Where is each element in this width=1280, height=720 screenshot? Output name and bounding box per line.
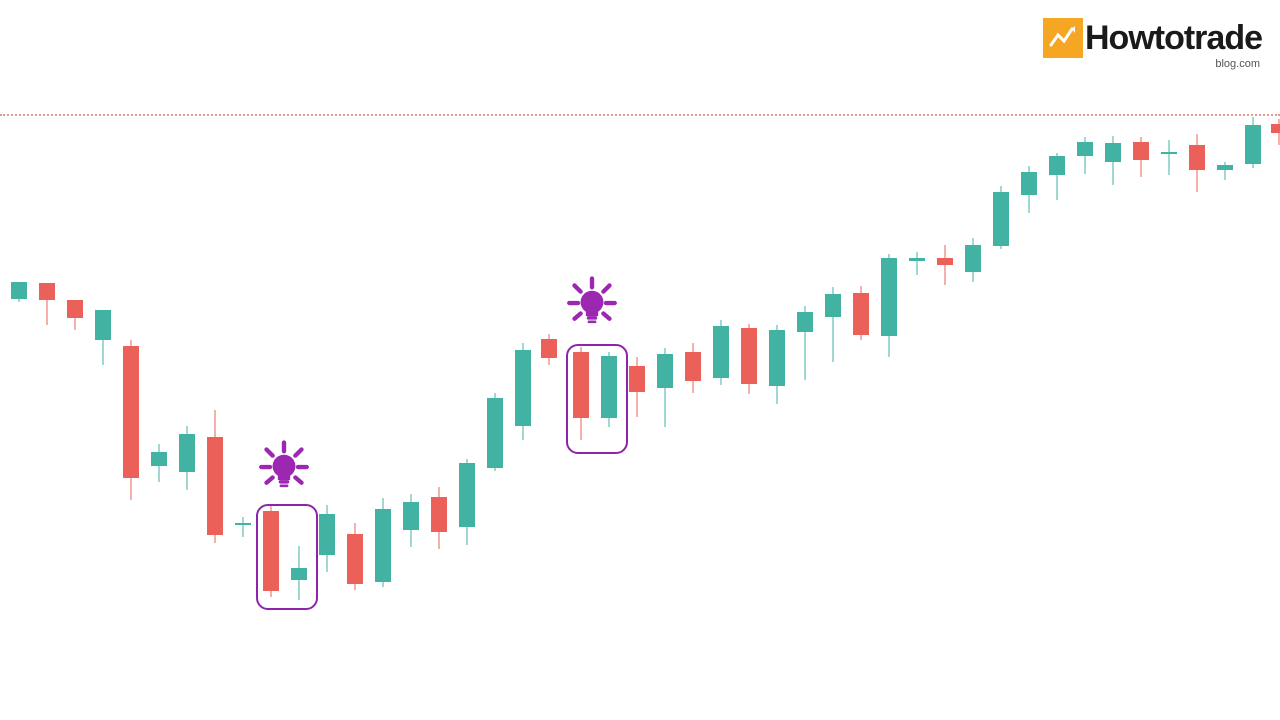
candle [684, 0, 702, 720]
candle-wick [917, 252, 918, 275]
candle [1048, 0, 1066, 720]
candle [38, 0, 56, 720]
candle-body [515, 350, 531, 426]
candle-body [487, 398, 503, 468]
candle-body [67, 300, 83, 318]
candle-body [1217, 165, 1233, 170]
candle [712, 0, 730, 720]
candle-body [235, 523, 251, 525]
candle-body [993, 192, 1009, 246]
candle [768, 0, 786, 720]
candle [852, 0, 870, 720]
candle-body [207, 437, 223, 535]
candle-body [541, 339, 557, 358]
candle [880, 0, 898, 720]
candle-body [909, 258, 925, 261]
candle [1160, 0, 1178, 720]
candle-body [1245, 125, 1261, 164]
candle [1132, 0, 1150, 720]
candle-body [713, 326, 729, 378]
candle-body [11, 282, 27, 299]
candle [234, 0, 252, 720]
candle-body [1077, 142, 1093, 156]
candle [514, 0, 532, 720]
candle-wick [243, 517, 244, 537]
candle [628, 0, 646, 720]
candle-body [39, 283, 55, 300]
lightbulb-icon [564, 275, 620, 331]
candle [374, 0, 392, 720]
candle [824, 0, 842, 720]
candle [122, 0, 140, 720]
candle-wick [1169, 140, 1170, 175]
candle-wick [945, 245, 946, 285]
candle-body [403, 502, 419, 530]
candle-body [1021, 172, 1037, 195]
candle [656, 0, 674, 720]
candle [1270, 0, 1280, 720]
candle-body [375, 509, 391, 582]
candle-body [151, 452, 167, 466]
candle [94, 0, 112, 720]
candle [1244, 0, 1262, 720]
candle [540, 0, 558, 720]
candle-body [853, 293, 869, 335]
candle [290, 0, 308, 720]
candle [178, 0, 196, 720]
candle-body [1105, 143, 1121, 162]
candle-body [965, 245, 981, 272]
candle-body [629, 366, 645, 392]
candle-body [95, 310, 111, 340]
candle-body [459, 463, 475, 527]
candle-body [1049, 156, 1065, 175]
candle [10, 0, 28, 720]
candle [402, 0, 420, 720]
lightbulb-icon [256, 439, 312, 495]
candle-body [937, 258, 953, 265]
candle [1216, 0, 1234, 720]
candle-body [769, 330, 785, 386]
candle [964, 0, 982, 720]
candle [740, 0, 758, 720]
candle-body [179, 434, 195, 472]
candle [486, 0, 504, 720]
candle-body [319, 514, 335, 555]
candle-body [685, 352, 701, 381]
candle [318, 0, 336, 720]
candlestick-chart [0, 0, 1280, 720]
candle [1076, 0, 1094, 720]
candle-body [741, 328, 757, 384]
candle [992, 0, 1010, 720]
candle [430, 0, 448, 720]
candle-body [347, 534, 363, 584]
pattern-highlight-box [256, 504, 318, 610]
candle-body [1189, 145, 1205, 170]
candle [1188, 0, 1206, 720]
candle-body [657, 354, 673, 388]
candle [262, 0, 280, 720]
candle [66, 0, 84, 720]
candle [1020, 0, 1038, 720]
candle [346, 0, 364, 720]
candle-body [1271, 124, 1280, 133]
candle-body [1161, 152, 1177, 154]
candle [936, 0, 954, 720]
pattern-highlight-box [566, 344, 628, 454]
candle [458, 0, 476, 720]
candle [206, 0, 224, 720]
candle-body [825, 294, 841, 317]
candle [1104, 0, 1122, 720]
candle-body [123, 346, 139, 478]
candle-body [1133, 142, 1149, 160]
candle [796, 0, 814, 720]
candle-body [881, 258, 897, 336]
candle [908, 0, 926, 720]
candle-body [431, 497, 447, 532]
candle-body [797, 312, 813, 332]
candle [150, 0, 168, 720]
